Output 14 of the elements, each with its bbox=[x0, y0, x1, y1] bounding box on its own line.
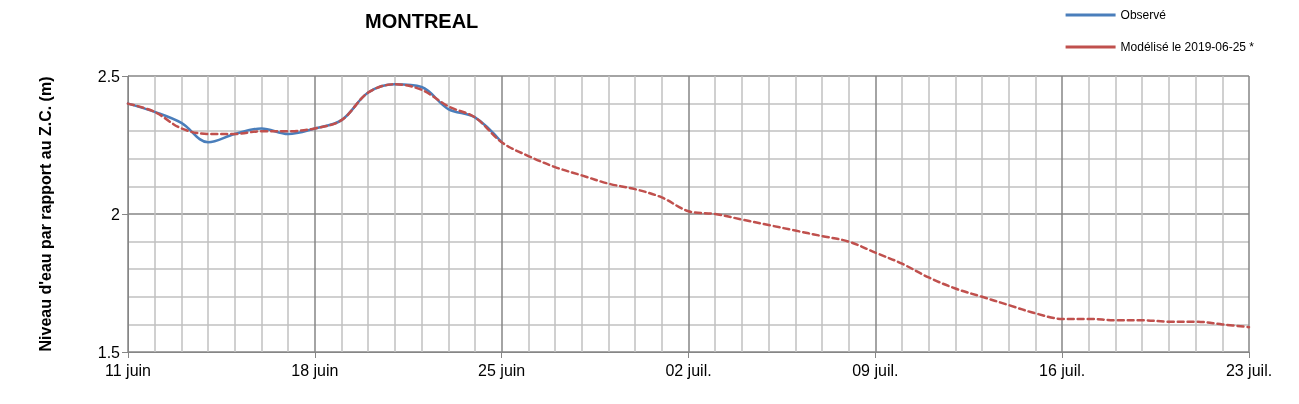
x-tick-label: 02 juil. bbox=[665, 361, 712, 379]
x-tick-label: 23 juil. bbox=[1225, 361, 1273, 379]
legend-label: Modélisé le 2019-06-25 * bbox=[1120, 40, 1255, 54]
x-tick-label: 18 juin bbox=[291, 361, 339, 379]
y-tick-label: 2 bbox=[111, 205, 121, 223]
y-axis-title: Niveau d'eau par rapport au Z.C. (m) bbox=[36, 76, 54, 352]
x-tick-label: 16 juil. bbox=[1039, 361, 1086, 379]
y-tick-label: 1.5 bbox=[97, 343, 121, 361]
chart-title: MONTREAL bbox=[365, 10, 479, 32]
x-tick-label: 11 juin bbox=[105, 361, 151, 379]
x-tick-label: 25 juin bbox=[478, 361, 526, 379]
x-tick-label: 09 juil. bbox=[852, 361, 899, 379]
y-tick-label: 2.5 bbox=[97, 67, 121, 85]
legend-label: Observé bbox=[1120, 8, 1167, 22]
